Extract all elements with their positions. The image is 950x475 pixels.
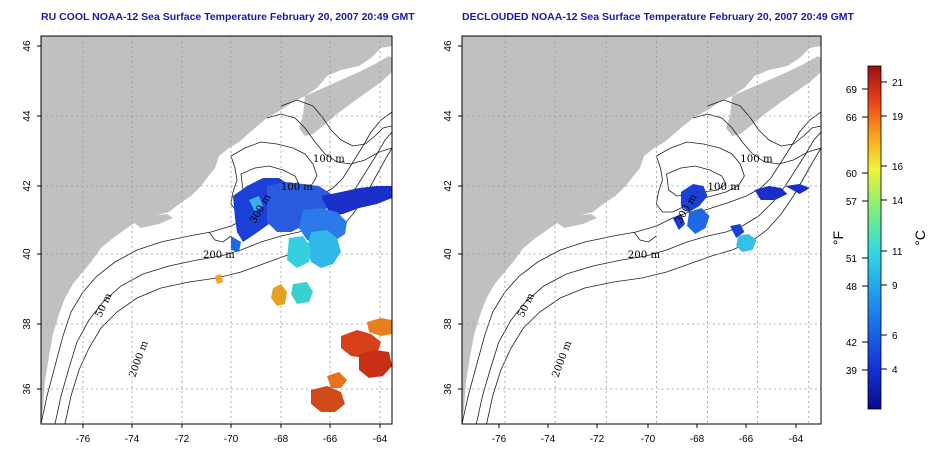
fahrenheit-tick: 57 — [846, 197, 858, 208]
left-map-frame — [40, 35, 393, 425]
right-map-frame — [461, 35, 822, 425]
left-lon-tick: -72 — [175, 434, 190, 445]
right-label-50m: 50 m — [516, 291, 537, 319]
fahrenheit-unit-label: °F — [830, 231, 846, 245]
left-lon-tick: -64 — [373, 434, 388, 445]
right-lat-tick: 36 — [443, 383, 454, 395]
left-lon-tick: -70 — [224, 434, 239, 445]
right-lon-tick: -64 — [789, 434, 804, 445]
fahrenheit-tick: 39 — [846, 366, 858, 377]
right-lat-tick: 40 — [443, 248, 454, 260]
left-lat-tick: 36 — [22, 383, 33, 395]
right-lon-tick: -68 — [690, 434, 705, 445]
left-lat-tick: 40 — [22, 248, 33, 260]
left-lat-tick: 38 — [22, 318, 33, 330]
right-lat-tick: 42 — [443, 180, 454, 192]
fahrenheit-tick: 69 — [846, 85, 858, 96]
colorbar-gradient — [867, 65, 882, 410]
celsius-tick: 11 — [892, 247, 903, 258]
left-sst-pixels — [215, 178, 392, 412]
right-lon-tick: -66 — [739, 434, 754, 445]
celsius-tick: 6 — [892, 331, 898, 342]
right-lon-ticks: -76 -74 -72 -70 -68 -66 -64 — [492, 434, 804, 445]
left-label-200m: 200 m — [203, 250, 235, 261]
right-sst-pixels — [672, 184, 810, 252]
right-grid — [462, 36, 821, 424]
celsius-tick: 21 — [892, 78, 904, 89]
celsius-tick: 4 — [892, 365, 898, 376]
left-grid — [41, 36, 392, 424]
left-lat-tick: 46 — [22, 40, 33, 52]
fahrenheit-tick: 66 — [846, 113, 858, 124]
left-map-panel: 100 m 100 m 200 m 300 m 50 m 2000 m -76 … — [22, 35, 393, 445]
right-lon-tick: -74 — [541, 434, 556, 445]
celsius-tick: 9 — [892, 281, 898, 292]
right-label-2000m: 2000 m — [551, 339, 575, 379]
left-lat-tick: 44 — [22, 110, 33, 122]
left-label-100m: 100 m — [313, 154, 345, 165]
fahrenheit-tick: 60 — [846, 169, 858, 180]
fahrenheit-ticks: 69 66 60 57 51 48 42 39 — [846, 85, 858, 377]
left-lon-ticks: -76 -74 -72 -70 -68 -66 -64 — [76, 434, 388, 445]
left-lat-tick: 42 — [22, 180, 33, 192]
temperature-colorbar: 69 66 60 57 51 48 42 39 21 19 16 14 11 9… — [830, 65, 928, 410]
celsius-unit-label: °C — [912, 230, 928, 246]
left-lon-tick: -66 — [323, 434, 338, 445]
fahrenheit-tick: 51 — [846, 254, 858, 265]
right-lon-tick: -76 — [492, 434, 507, 445]
right-lon-tick: -70 — [641, 434, 656, 445]
right-map-panel: 100 m 100 m 200 m 300 m 50 m 2000 m -76 … — [443, 35, 822, 445]
right-lat-ticks: 36 38 40 42 44 46 — [443, 40, 454, 395]
right-label-100m-inner: 100 m — [708, 182, 741, 193]
celsius-tick: 16 — [892, 162, 904, 173]
celsius-tick: 14 — [892, 196, 904, 207]
right-lat-tick: 46 — [443, 40, 454, 52]
right-label-200m: 200 m — [628, 250, 661, 261]
left-label-2000m: 2000 m — [127, 339, 151, 379]
left-lat-ticks: 36 38 40 42 44 46 — [22, 40, 33, 395]
fahrenheit-tick: 48 — [846, 282, 858, 293]
right-label-100m: 100 m — [740, 154, 773, 165]
right-lat-tick: 44 — [443, 110, 454, 122]
celsius-tick: 19 — [892, 112, 904, 123]
right-map-title: DECLOUDED NOAA-12 Sea Surface Temperatur… — [462, 11, 854, 23]
left-lon-tick: -68 — [274, 434, 289, 445]
left-lon-tick: -74 — [125, 434, 140, 445]
right-lat-tick: 38 — [443, 318, 454, 330]
left-label-100m-inner: 100 m — [281, 182, 313, 193]
left-lon-tick: -76 — [76, 434, 91, 445]
celsius-ticks: 21 19 16 14 11 9 6 4 — [892, 78, 904, 376]
left-map-title: RU COOL NOAA-12 Sea Surface Temperature … — [41, 11, 415, 23]
left-label-50m: 50 m — [94, 291, 115, 319]
fahrenheit-tick: 42 — [846, 338, 858, 349]
right-lon-tick: -72 — [590, 434, 605, 445]
